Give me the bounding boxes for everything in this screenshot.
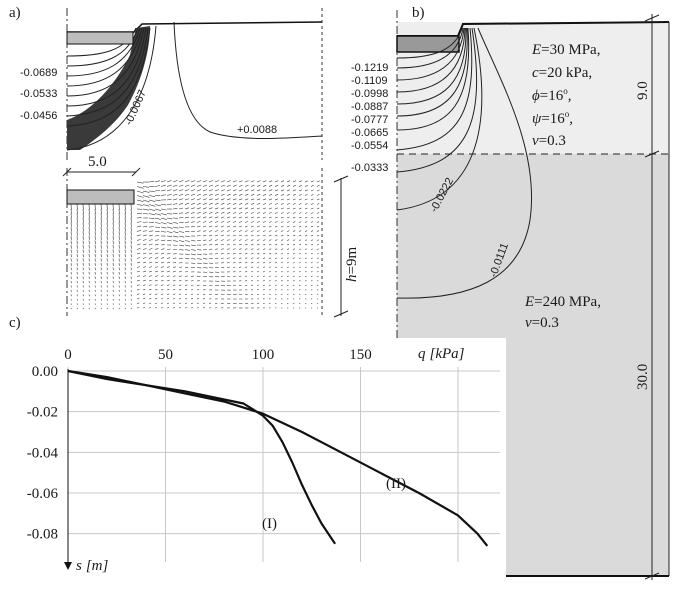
series-label-II: (II) bbox=[386, 476, 406, 492]
layer1-E-symbol: E bbox=[531, 42, 541, 58]
depth-label-symbol: h bbox=[344, 275, 360, 283]
panel-a-label: a) bbox=[9, 5, 21, 21]
x-tick-label-3: 150 bbox=[349, 347, 372, 363]
y-axis-arrow bbox=[64, 562, 72, 570]
width-tick-right bbox=[131, 167, 141, 177]
svg-text:ν=0.3: ν=0.3 bbox=[525, 315, 559, 331]
x-tick-label-2: 100 bbox=[252, 347, 275, 363]
contour-label-b-2: -0.0998 bbox=[351, 88, 388, 100]
layer2-nu-symbol: ν bbox=[525, 315, 532, 331]
width-label: 5.0 bbox=[88, 154, 107, 170]
depth-label-value: =9m bbox=[344, 247, 360, 275]
layer1-nu-symbol: ν bbox=[532, 133, 539, 149]
chart-ticks: 0 50 100 150 0.00 -0.02 -0.04 -0.06 -0.08 bbox=[27, 347, 372, 543]
dimension-line-b bbox=[644, 14, 660, 580]
displacement-vectors bbox=[70, 180, 320, 310]
layer1-psi-degree: o bbox=[565, 109, 570, 119]
layer1-phi-symbol: ϕ bbox=[532, 88, 540, 104]
contour-label-a-1: -0.0533 bbox=[20, 88, 57, 100]
contour-label-a-0: -0.0689 bbox=[20, 67, 57, 79]
x-axis-label-symbol: q bbox=[418, 346, 426, 362]
svg-text:E=30 MPa,: E=30 MPa, bbox=[531, 42, 600, 58]
y-axis-label-unit: [m] bbox=[86, 558, 109, 574]
layer1-psi-comma: , bbox=[569, 111, 573, 127]
svg-text:ψ=16o,: ψ=16o, bbox=[532, 109, 573, 127]
layer1-properties: E=30 MPa, c=20 kPa, ϕ=16o, ψ=16o, ν=0.3 bbox=[531, 42, 600, 149]
layer2-properties: E=240 MPa, ν=0.3 bbox=[524, 294, 601, 331]
contour-label-b-0: -0.1219 bbox=[351, 62, 388, 74]
layer1-phi-comma: , bbox=[568, 88, 572, 104]
layer2-E-symbol: E bbox=[524, 294, 534, 310]
x-tick-label-0: 0 bbox=[64, 347, 72, 363]
dimension-label-top: 9.0 bbox=[635, 81, 651, 100]
depth-label: h=9m bbox=[344, 247, 360, 282]
layer1-c-value: =20 kPa, bbox=[539, 65, 592, 81]
svg-text:ν=0.3: ν=0.3 bbox=[532, 133, 566, 149]
layer2-nu-value: =0.3 bbox=[532, 315, 559, 331]
contour-label-a-2: -0.0456 bbox=[20, 110, 57, 122]
depth-tick-top bbox=[333, 175, 349, 183]
series-line-II bbox=[67, 369, 489, 547]
panel-a-vectors: 5.0 h=9m bbox=[62, 154, 360, 318]
x-axis-label-unit: [kPa] bbox=[430, 346, 465, 362]
layer1-psi-symbol: ψ bbox=[532, 111, 542, 127]
svg-text:ϕ=16o,: ϕ=16o, bbox=[532, 86, 571, 104]
layer1-phi-degree: o bbox=[563, 86, 568, 96]
panel-c-label: c) bbox=[9, 315, 21, 331]
svg-text:c=20 kPa,: c=20 kPa, bbox=[532, 65, 592, 81]
y-axis-label-symbol: s bbox=[76, 558, 82, 574]
footing-b bbox=[396, 35, 460, 53]
layer2-E-value: =240 MPa, bbox=[534, 294, 601, 310]
y-tick-label-0: 0.00 bbox=[32, 364, 58, 380]
contour-label-b-6: -0.0554 bbox=[351, 140, 388, 152]
svg-text:E=240 MPa,: E=240 MPa, bbox=[524, 294, 601, 310]
contour-label-b-4: -0.0777 bbox=[351, 114, 388, 126]
panel-b-label: b) bbox=[412, 5, 425, 21]
vector-field bbox=[70, 180, 320, 310]
contour-label-b-3: -0.0887 bbox=[351, 101, 388, 113]
series-label-I: (I) bbox=[262, 516, 277, 532]
layer1-c-symbol: c bbox=[532, 65, 539, 81]
panel-a-contours: -0.0689 -0.0533 -0.0456 -0.0067 +0.0088 … bbox=[9, 5, 323, 160]
width-tick-left bbox=[62, 167, 72, 177]
layer1-phi-value: =16 bbox=[540, 88, 564, 104]
contour-inner-label-a-2: +0.0088 bbox=[237, 124, 277, 136]
x-tick-label-1: 50 bbox=[158, 347, 173, 363]
panel-c: 0 50 100 150 0.00 -0.02 -0.04 -0.06 -0.08 c) q [k… bbox=[9, 315, 506, 586]
y-tick-label-3: -0.06 bbox=[27, 486, 59, 502]
y-tick-label-4: -0.08 bbox=[27, 527, 58, 543]
x-axis-label: q [kPa] bbox=[418, 346, 465, 362]
contour-label-b-7: -0.0333 bbox=[351, 162, 388, 174]
layer1-nu-value: =0.3 bbox=[539, 133, 566, 149]
layer1-E-value: =30 MPa, bbox=[541, 42, 600, 58]
layer1-psi-value: =16 bbox=[541, 111, 565, 127]
footing-a2 bbox=[66, 189, 135, 205]
footing-a bbox=[66, 31, 134, 45]
dimension-label-bottom: 30.0 bbox=[635, 364, 651, 390]
y-tick-label-2: -0.04 bbox=[27, 445, 59, 461]
y-tick-label-1: -0.02 bbox=[27, 405, 58, 421]
chart-lines bbox=[67, 369, 489, 547]
contour-label-b-1: -0.1109 bbox=[351, 75, 388, 87]
contours-b bbox=[396, 27, 532, 299]
ground-surface-a bbox=[67, 21, 323, 33]
depth-tick-bottom bbox=[333, 310, 349, 318]
shear-band-a bbox=[67, 26, 150, 150]
y-axis-label: s [m] bbox=[76, 558, 109, 574]
contour-label-b-5: -0.0665 bbox=[351, 127, 388, 139]
